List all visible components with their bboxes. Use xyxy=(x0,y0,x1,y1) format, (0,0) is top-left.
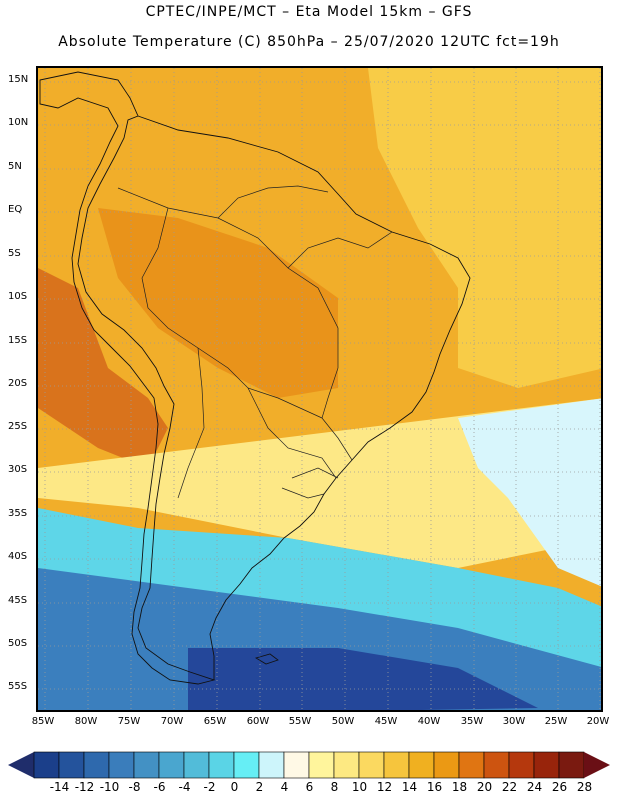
colorbar-label: -6 xyxy=(153,780,166,794)
lat-label: 5S xyxy=(8,248,21,259)
field-hot-west xyxy=(38,268,168,468)
lat-label: 50S xyxy=(8,638,28,649)
lat-label: 55S xyxy=(8,681,28,692)
lat-label: EQ xyxy=(8,204,23,215)
temperature-map xyxy=(36,66,603,712)
lon-label: 35W xyxy=(460,716,484,727)
colorbar-cell xyxy=(308,751,335,779)
lon-label: 25W xyxy=(544,716,568,727)
atlantic-coastline xyxy=(137,115,471,680)
lat-label: 35S xyxy=(8,508,28,519)
lat-label: 10S xyxy=(8,291,28,302)
colorbar-label: 26 xyxy=(551,780,568,794)
lon-label: 85W xyxy=(31,716,55,727)
south-america-coastline xyxy=(39,71,216,685)
lon-label: 70W xyxy=(160,716,184,727)
map-canvas xyxy=(38,68,601,710)
lon-label: 80W xyxy=(74,716,98,727)
colorbar-left-arrow xyxy=(8,752,34,778)
colorbar-cell xyxy=(358,751,385,779)
colorbar-label: -2 xyxy=(203,780,216,794)
lat-label: 20S xyxy=(8,378,28,389)
field-warm-interior xyxy=(98,208,338,398)
colorbar-cell xyxy=(258,751,285,779)
lat-label: 40S xyxy=(8,551,28,562)
lon-label: 75W xyxy=(117,716,141,727)
colorbar-cell xyxy=(283,751,310,779)
lat-label: 10N xyxy=(8,117,29,128)
colorbar-label: -8 xyxy=(128,780,141,794)
colorbar-label: -10 xyxy=(99,780,120,794)
colorbar-label: 8 xyxy=(330,780,339,794)
colorbar-label: 16 xyxy=(426,780,443,794)
falkland-islands xyxy=(255,653,279,665)
lat-label: 15S xyxy=(8,335,28,346)
colorbar-label: -12 xyxy=(74,780,95,794)
field-cool-band xyxy=(38,398,601,568)
colorbar-cell xyxy=(333,751,360,779)
colorbar-cell xyxy=(83,751,110,779)
chart-title-line1: CPTEC/INPE/MCT – Eta Model 15km – GFS xyxy=(145,4,473,20)
colorbar-cell xyxy=(483,751,510,779)
lat-label: 15N xyxy=(8,74,29,85)
colorbar-cell xyxy=(408,751,435,779)
colorbar-right-arrow xyxy=(584,752,610,778)
lat-label: 25S xyxy=(8,421,28,432)
lon-label: 50W xyxy=(331,716,355,727)
colorbar-label: 0 xyxy=(230,780,239,794)
colorbar-label: 20 xyxy=(476,780,493,794)
colorbar-label: 18 xyxy=(451,780,468,794)
colorbar-cell xyxy=(158,751,185,779)
field-mild-atlantic xyxy=(368,68,601,388)
lon-label: 20W xyxy=(586,716,610,727)
colorbar-label: 10 xyxy=(351,780,368,794)
lon-label: 45W xyxy=(374,716,398,727)
colorbar-label: 6 xyxy=(305,780,314,794)
colorbar-label: -14 xyxy=(49,780,70,794)
lat-label: 30S xyxy=(8,464,28,475)
colorbar-cell xyxy=(533,751,560,779)
colorbar-cell xyxy=(183,751,210,779)
lon-label: 60W xyxy=(246,716,270,727)
colorbar-label: 2 xyxy=(255,780,264,794)
field-blue-dark xyxy=(188,648,538,710)
colorbar-label: -4 xyxy=(178,780,191,794)
colorbar-cell xyxy=(233,751,260,779)
lon-label: 30W xyxy=(502,716,526,727)
colorbar-cell xyxy=(458,751,485,779)
colorbar-cell xyxy=(208,751,235,779)
lat-label: 5N xyxy=(8,161,22,172)
colorbar-label: 4 xyxy=(280,780,289,794)
lon-label: 40W xyxy=(417,716,441,727)
lon-label: 55W xyxy=(288,716,312,727)
colorbar xyxy=(8,751,610,779)
colorbar-label: 14 xyxy=(401,780,418,794)
field-cold-light xyxy=(458,398,601,587)
colorbar-label: 22 xyxy=(501,780,518,794)
lat-label: 45S xyxy=(8,595,28,606)
colorbar-cell xyxy=(383,751,410,779)
colorbar-cell xyxy=(433,751,460,779)
colorbar-label: 24 xyxy=(526,780,543,794)
colorbar-cell xyxy=(133,751,160,779)
colorbar-cell xyxy=(33,751,60,779)
colorbar-cell xyxy=(558,751,585,779)
chart-title-line2: Absolute Temperature (C) 850hPa – 25/07/… xyxy=(58,34,560,50)
colorbar-label: 28 xyxy=(576,780,593,794)
colorbar-label: 12 xyxy=(376,780,393,794)
colorbar-cell xyxy=(508,751,535,779)
country-borders xyxy=(117,185,393,499)
colorbar-cell xyxy=(108,751,135,779)
colorbar-cell xyxy=(58,751,85,779)
lon-label: 65W xyxy=(203,716,227,727)
